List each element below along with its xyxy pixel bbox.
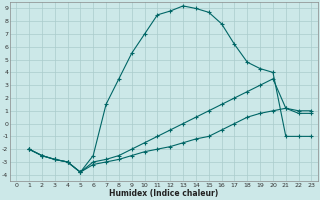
X-axis label: Humidex (Indice chaleur): Humidex (Indice chaleur) [109,189,219,198]
